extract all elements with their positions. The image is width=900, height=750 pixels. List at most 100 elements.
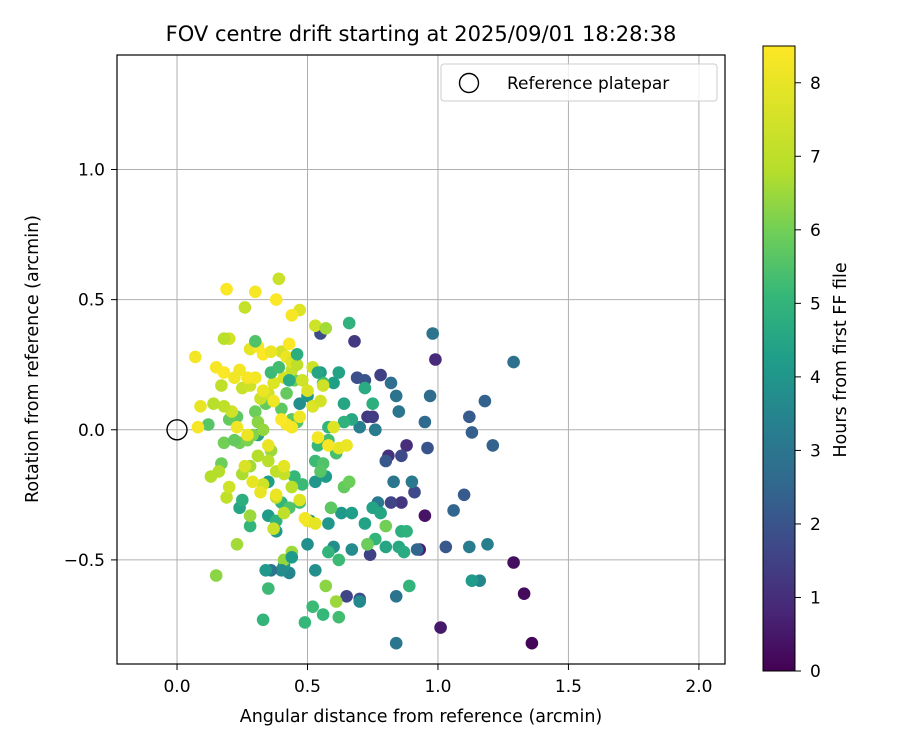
data-point bbox=[262, 439, 275, 452]
data-point bbox=[220, 491, 233, 504]
data-point bbox=[306, 600, 320, 613]
data-point bbox=[241, 371, 254, 385]
data-point bbox=[332, 553, 346, 567]
data-point bbox=[256, 423, 270, 437]
colorbar-tick-label: 2 bbox=[810, 515, 821, 535]
data-point bbox=[335, 506, 348, 520]
data-point bbox=[296, 478, 309, 491]
data-point bbox=[293, 410, 307, 424]
data-point bbox=[408, 485, 421, 499]
data-point bbox=[280, 387, 293, 400]
data-point bbox=[342, 316, 356, 330]
data-point bbox=[457, 488, 471, 502]
data-point bbox=[478, 394, 492, 408]
data-point bbox=[269, 293, 283, 306]
data-point bbox=[311, 431, 325, 444]
y-tick-label: 0.5 bbox=[78, 291, 105, 311]
data-point bbox=[324, 501, 338, 515]
data-point bbox=[403, 579, 416, 593]
data-point bbox=[332, 366, 346, 379]
data-point bbox=[322, 545, 335, 559]
chart-title: FOV centre drift starting at 2025/09/01 … bbox=[166, 22, 677, 46]
data-point bbox=[395, 449, 408, 463]
data-point bbox=[207, 397, 220, 411]
data-point bbox=[395, 496, 408, 509]
data-point bbox=[434, 621, 447, 634]
colorbar: 0 1 2 3 4 5 6 7 8 Hours from first FF file bbox=[762, 45, 851, 682]
data-point bbox=[277, 506, 291, 520]
data-point bbox=[301, 538, 314, 551]
x-tick-label: 2.0 bbox=[685, 677, 712, 697]
reference-marker bbox=[166, 419, 188, 441]
reference-platepar-marker bbox=[166, 419, 188, 441]
data-point bbox=[293, 493, 307, 507]
data-point bbox=[204, 470, 218, 483]
data-point bbox=[285, 309, 299, 322]
data-point bbox=[379, 540, 393, 554]
data-point bbox=[337, 397, 351, 411]
data-point bbox=[507, 556, 520, 569]
data-point bbox=[217, 366, 231, 379]
data-point bbox=[400, 525, 413, 538]
data-point bbox=[215, 379, 228, 392]
legend: Reference platepar bbox=[440, 63, 718, 102]
data-point bbox=[272, 361, 286, 374]
data-point bbox=[311, 366, 325, 379]
data-point bbox=[288, 470, 301, 483]
data-point bbox=[447, 504, 460, 517]
data-point bbox=[314, 465, 327, 478]
data-point bbox=[418, 415, 432, 429]
data-point bbox=[259, 564, 273, 577]
data-point bbox=[275, 564, 288, 577]
data-point bbox=[426, 327, 440, 340]
data-point bbox=[405, 475, 419, 489]
y-axis-ticks: −0.5 0.0 0.5 1.0 bbox=[64, 161, 117, 571]
data-point bbox=[418, 509, 432, 522]
data-point bbox=[379, 519, 393, 533]
data-point bbox=[389, 389, 403, 403]
data-point bbox=[269, 488, 283, 502]
y-tick-label: 0.0 bbox=[78, 421, 105, 441]
data-point bbox=[392, 405, 406, 418]
data-point bbox=[194, 400, 207, 413]
data-point bbox=[374, 368, 387, 382]
data-point bbox=[249, 335, 262, 348]
data-point bbox=[400, 439, 413, 452]
data-point bbox=[439, 540, 453, 554]
data-point bbox=[191, 420, 205, 434]
data-point bbox=[238, 459, 252, 473]
data-point bbox=[465, 426, 479, 439]
data-point bbox=[429, 353, 442, 366]
data-point bbox=[397, 545, 411, 559]
data-point bbox=[309, 475, 322, 489]
y-tick-label: 1.0 bbox=[78, 161, 105, 181]
data-point bbox=[340, 590, 353, 603]
data-point bbox=[481, 538, 494, 551]
data-point bbox=[319, 322, 333, 335]
colorbar-tick-label: 5 bbox=[810, 294, 821, 314]
data-point bbox=[262, 454, 275, 468]
data-point bbox=[230, 420, 244, 434]
data-point bbox=[285, 480, 299, 494]
colorbar-gradient bbox=[762, 45, 796, 672]
x-tick-label: 1.5 bbox=[555, 677, 582, 697]
data-point bbox=[256, 384, 270, 398]
data-point bbox=[348, 335, 361, 348]
data-point bbox=[358, 517, 372, 530]
legend-label: Reference platepar bbox=[507, 74, 669, 94]
plot-frame bbox=[116, 54, 726, 665]
data-point bbox=[189, 350, 202, 364]
data-point bbox=[319, 579, 333, 593]
data-point bbox=[337, 415, 351, 429]
data-point bbox=[353, 420, 367, 434]
data-point bbox=[298, 512, 312, 525]
data-point bbox=[327, 376, 340, 390]
legend-hollow-circle-marker bbox=[458, 72, 480, 94]
data-point bbox=[290, 348, 304, 361]
data-point bbox=[217, 400, 231, 413]
data-point bbox=[309, 564, 322, 577]
data-point bbox=[369, 423, 382, 437]
data-point bbox=[332, 610, 346, 624]
data-point bbox=[353, 595, 367, 608]
